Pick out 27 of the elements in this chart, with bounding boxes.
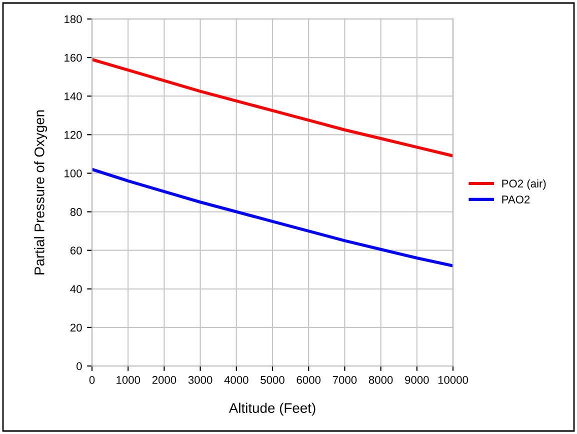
line-series <box>92 168 453 268</box>
y-tick-label: 80 <box>70 208 82 216</box>
x-tick-label: 1000 <box>116 376 140 384</box>
x-tick-label: 9000 <box>405 376 429 384</box>
y-tick-label: 180 <box>64 15 82 24</box>
y-axis-title: Partial Pressure of Oxygen <box>34 110 48 274</box>
x-tick-label: 4000 <box>224 376 248 384</box>
y-tick-label: 0 <box>76 362 82 370</box>
y-tick-label: 120 <box>64 130 82 139</box>
y-tick-label: 140 <box>64 92 82 100</box>
x-tick-label: 5000 <box>260 376 284 384</box>
x-tick-label: 6000 <box>296 376 321 384</box>
y-tick-label: 60 <box>70 246 82 254</box>
x-axis-title: Altitude (Feet) <box>228 402 316 416</box>
x-tick-label: 8000 <box>368 376 393 384</box>
x-tick-label: 10000 <box>438 376 468 384</box>
y-tick-label: 40 <box>70 285 82 294</box>
x-tick-label: 3000 <box>188 376 212 384</box>
x-tick-label: 7000 <box>332 376 357 384</box>
line-series <box>92 58 453 158</box>
y-tick-label: 20 <box>70 324 82 332</box>
x-tick-label: 0 <box>89 376 95 384</box>
legend-label: PO2 (air) <box>502 179 546 190</box>
legend-label: PAO2 <box>502 196 530 204</box>
y-tick-label: 160 <box>64 54 82 62</box>
x-tick-label: 2000 <box>152 376 176 384</box>
y-tick-label: 100 <box>64 169 82 178</box>
